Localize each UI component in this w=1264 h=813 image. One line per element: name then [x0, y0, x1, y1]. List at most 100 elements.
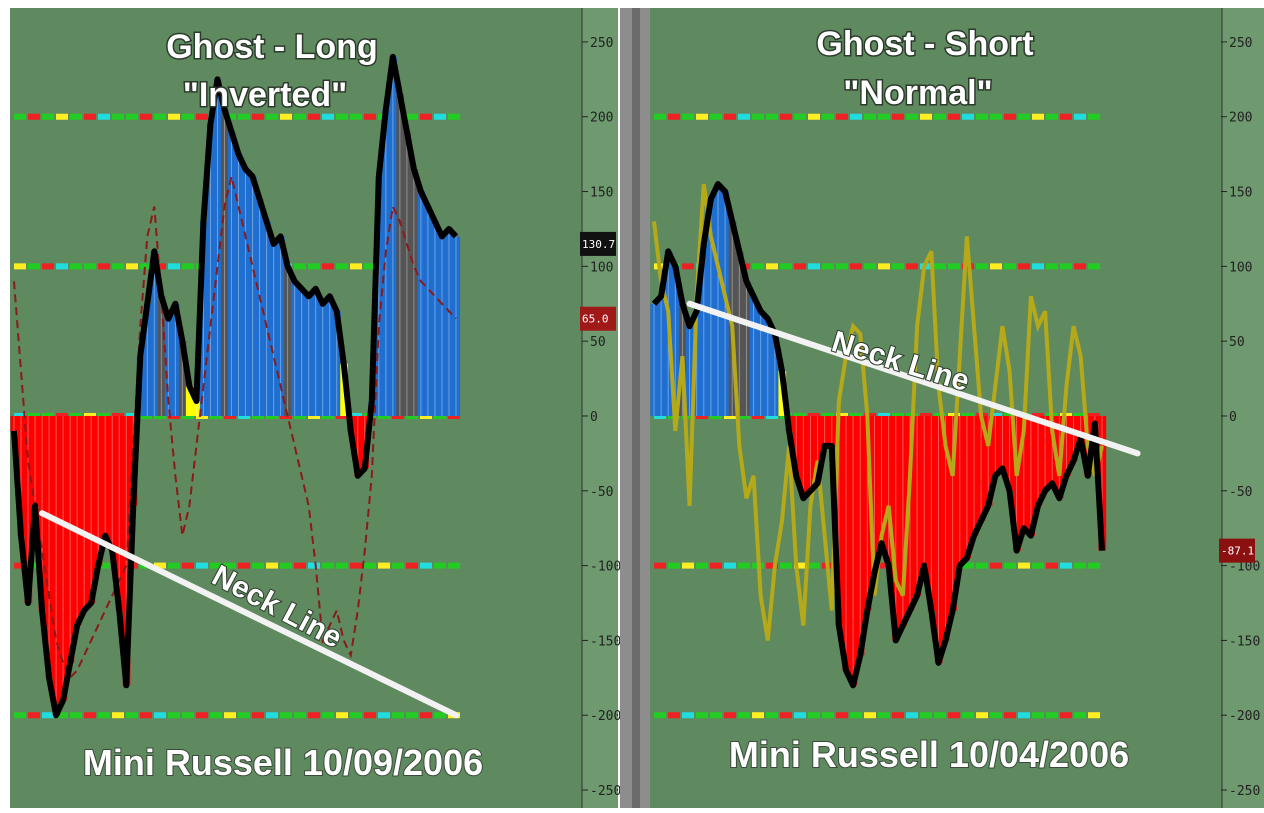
oscillator-bar [52, 415, 61, 716]
reference-line-dash [850, 263, 862, 270]
y-tick-label: -100 [590, 560, 621, 575]
reference-line-dash [668, 113, 680, 120]
oscillator-bar [157, 296, 166, 416]
oscillator-bar [1041, 415, 1050, 491]
signal-series-line [13, 176, 457, 680]
last-value-badge-label: 65.0 [582, 313, 609, 326]
reference-line-dash [98, 263, 110, 270]
reference-line-dash [766, 712, 778, 719]
reference-line-dash [126, 712, 138, 719]
reference-line-dash [934, 263, 946, 270]
reference-line-dash [294, 562, 306, 569]
oscillator-bar [906, 415, 915, 611]
signal-line [13, 176, 457, 680]
reference-line-dash [864, 263, 876, 270]
reference-line-dash [1004, 113, 1016, 120]
reference-line-dash [990, 562, 1002, 569]
reference-line-dash [336, 562, 348, 569]
oscillator-bar [700, 243, 708, 416]
y-tick-label: 50 [1229, 335, 1245, 350]
reference-line-dash [364, 562, 376, 569]
reference-line-dash [878, 562, 890, 569]
reference-line-dash [878, 263, 890, 270]
oscillator-bar [657, 296, 666, 416]
reference-line-dash [1018, 113, 1030, 120]
reference-line-dash [210, 712, 222, 719]
reference-line-dash [224, 712, 236, 719]
reference-line-dash [794, 562, 806, 569]
reference-line-dash [948, 113, 960, 120]
oscillator-bar [213, 79, 222, 416]
reference-line-dash [1088, 263, 1100, 270]
oscillator-bar [1048, 415, 1057, 484]
reference-line-dash [878, 113, 890, 120]
reference-line-dash [990, 712, 1002, 719]
reference-line-dash [850, 712, 862, 719]
reference-line-dash [878, 712, 890, 719]
oscillator-bar [856, 415, 865, 656]
neck-line-stroke [686, 300, 1141, 457]
y-tick-label: -200 [590, 709, 621, 724]
last-value-badge [580, 306, 616, 331]
oscillator-bar [792, 415, 801, 476]
reference-line-dash [976, 263, 988, 270]
y-tick-label: 0 [590, 410, 598, 425]
panel-ghost-short: 250 200 150 100 50 0 -50 -100 -150 -200 -250 -87.1… [650, 8, 1264, 808]
reference-line-dash [280, 712, 292, 719]
reference-line-dash [392, 562, 404, 569]
reference-line-dash [350, 113, 362, 120]
reference-line-dash [710, 562, 722, 569]
oscillator-series-line [11, 53, 459, 719]
oscillator-bar [31, 415, 40, 506]
oscillator-bar [227, 131, 236, 416]
oscillator-bar [256, 199, 264, 416]
reference-line-dash [976, 113, 988, 120]
reference-line-dash [350, 712, 362, 719]
oscillator-bar [806, 415, 815, 491]
reference-line-dash [934, 113, 946, 120]
reference-line-dash [266, 712, 278, 719]
reference-line-dash [752, 712, 764, 719]
reference-line-dash [434, 562, 446, 569]
oscillator-bar [977, 415, 986, 521]
chart-subtitle: "Normal" [843, 74, 992, 112]
oscillator-bar [150, 251, 159, 416]
reference-line-dash [1088, 562, 1100, 569]
axis-background [582, 8, 618, 808]
reference-line-dash [976, 712, 988, 719]
reference-line-dash [654, 712, 666, 719]
oscillator-bar [814, 415, 822, 484]
last-value-badge [580, 231, 616, 256]
chart-subtitle: "Inverted" [183, 76, 348, 114]
reference-line-dash [112, 113, 124, 120]
oscillator-bar [220, 109, 229, 416]
reference-line-dash [780, 562, 792, 569]
reference-line-dash [1032, 113, 1044, 120]
reference-line-dash [1032, 263, 1044, 270]
reference-line-dash [392, 712, 404, 719]
oscillator-bar [291, 281, 299, 416]
oscillator-bar [431, 221, 440, 416]
neck-line [686, 300, 1141, 457]
reference-line-dash [182, 712, 194, 719]
reference-line-dash [336, 712, 348, 719]
oscillator-bar [750, 296, 758, 416]
reference-line-dash [682, 712, 694, 719]
reference-line-dash [752, 263, 764, 270]
reference-line-dash [1060, 263, 1072, 270]
oscillator-bar [382, 109, 390, 416]
reference-line-dash [724, 562, 736, 569]
oscillator-bar [742, 281, 751, 416]
oscillator-bar [913, 415, 922, 596]
reference-line-dash [906, 113, 918, 120]
oscillator-bar [424, 206, 433, 416]
reference-line-dash [766, 562, 778, 569]
oscillator-bar [899, 415, 908, 626]
reference-line-dash [696, 712, 708, 719]
oscillator-bar [920, 415, 929, 566]
reference-line-dash [420, 113, 432, 120]
reference-line-dash [738, 113, 750, 120]
oscillator-series-line [651, 181, 1105, 689]
reference-line-dash [1074, 562, 1086, 569]
